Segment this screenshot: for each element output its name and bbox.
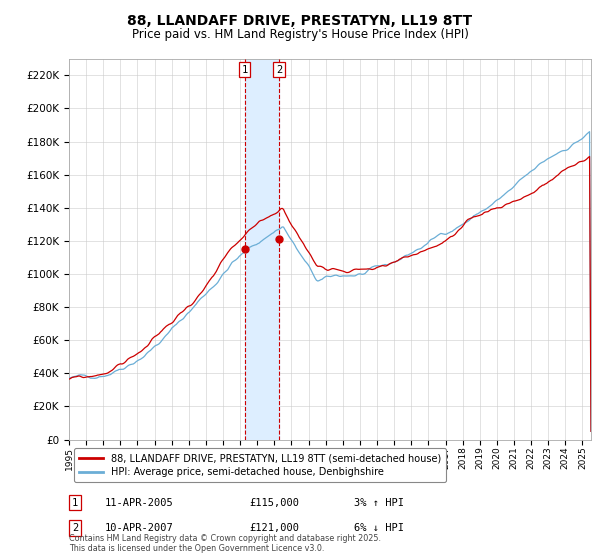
Text: 1: 1 <box>242 64 248 74</box>
Bar <box>245 59 279 440</box>
Text: 3% ↑ HPI: 3% ↑ HPI <box>354 498 404 508</box>
Legend: 88, LLANDAFF DRIVE, PRESTATYN, LL19 8TT (semi-detached house), HPI: Average pric: 88, LLANDAFF DRIVE, PRESTATYN, LL19 8TT … <box>74 449 446 482</box>
Text: 1: 1 <box>72 498 78 508</box>
Text: 6% ↓ HPI: 6% ↓ HPI <box>354 523 404 533</box>
Text: 2: 2 <box>72 523 78 533</box>
Text: £115,000: £115,000 <box>249 498 299 508</box>
Text: 10-APR-2007: 10-APR-2007 <box>105 523 174 533</box>
Text: Price paid vs. HM Land Registry's House Price Index (HPI): Price paid vs. HM Land Registry's House … <box>131 28 469 41</box>
Text: £121,000: £121,000 <box>249 523 299 533</box>
Text: 88, LLANDAFF DRIVE, PRESTATYN, LL19 8TT: 88, LLANDAFF DRIVE, PRESTATYN, LL19 8TT <box>127 14 473 28</box>
Text: 2: 2 <box>276 64 282 74</box>
Text: 11-APR-2005: 11-APR-2005 <box>105 498 174 508</box>
Text: Contains HM Land Registry data © Crown copyright and database right 2025.
This d: Contains HM Land Registry data © Crown c… <box>69 534 381 553</box>
